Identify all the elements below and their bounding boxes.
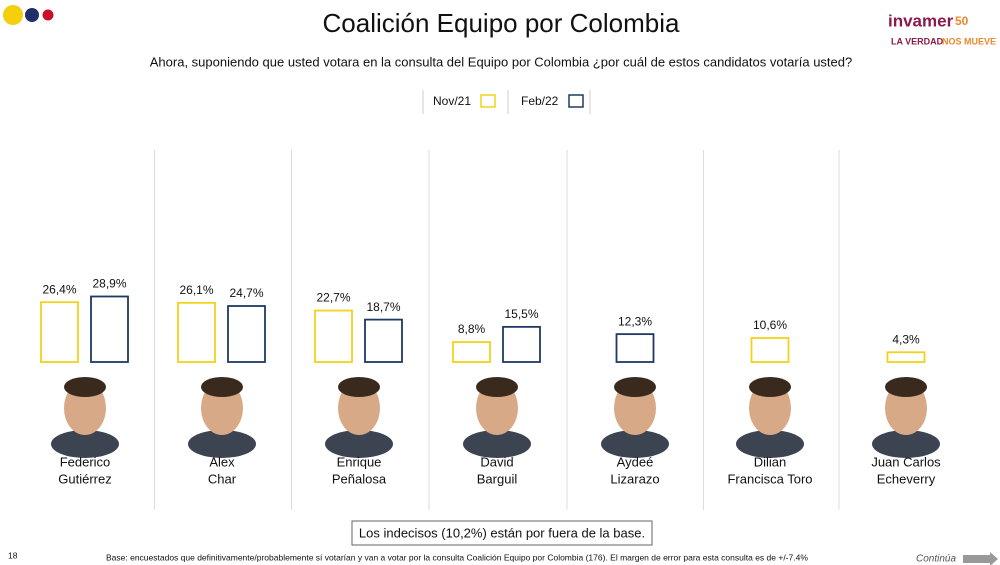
value-label: 28,9% — [92, 277, 126, 291]
photo-hair — [201, 377, 243, 397]
value-label: 26,1% — [179, 283, 213, 297]
value-label: 15,5% — [504, 307, 538, 321]
bar — [364, 318, 403, 363]
photo-hair — [64, 377, 106, 397]
bar — [615, 333, 655, 363]
value-label: 24,7% — [229, 286, 263, 300]
category-label: Barguil — [477, 471, 518, 486]
category-label: Echeverry — [877, 471, 936, 486]
category-label: Juan Carlos — [871, 454, 941, 469]
value-label: 12,3% — [618, 314, 652, 328]
chart-title: Coalición Equipo por Colombia — [323, 8, 681, 38]
photo-hair — [749, 377, 791, 397]
value-label: 10,6% — [753, 318, 787, 332]
legend-label: Nov/21 — [433, 94, 471, 108]
category-label: Gutiérrez — [58, 471, 111, 486]
footer: Base: encuestados que definitivamente/pr… — [106, 552, 808, 562]
legend-swatch — [568, 94, 584, 108]
category-label: Aydeé — [617, 454, 654, 469]
photo-hair — [885, 377, 927, 397]
note-box — [351, 520, 653, 546]
logo-years: 50 — [955, 14, 969, 28]
category-label: Dilian — [754, 454, 787, 469]
page-number: 18 — [8, 550, 18, 560]
logo-dot — [3, 5, 23, 25]
continue: Continúa — [916, 554, 956, 565]
value-label: 18,7% — [366, 300, 400, 314]
photo-hair — [338, 377, 380, 397]
photo-body — [463, 430, 531, 458]
bar — [452, 341, 491, 363]
bar — [886, 351, 926, 363]
photo-body — [325, 430, 393, 458]
bar — [750, 337, 790, 363]
category-label: Peñalosa — [332, 471, 387, 486]
value-label: 26,4% — [42, 282, 76, 296]
note: Los indecisos (10,2%) están por fuera de… — [359, 525, 645, 540]
bar — [40, 301, 79, 363]
logo-dot — [42, 9, 54, 21]
bar — [227, 305, 266, 363]
photo-hair — [614, 377, 656, 397]
subtitle: Ahora, suponiendo que usted votara en la… — [150, 54, 852, 69]
photo-hair — [476, 377, 518, 397]
category-label: Federico — [60, 454, 111, 469]
category-label: Alex — [209, 454, 235, 469]
bar — [177, 301, 216, 363]
category-label: Char — [208, 471, 237, 486]
value-label: 22,7% — [316, 291, 350, 305]
photo-body — [601, 430, 669, 458]
bar — [502, 325, 541, 363]
photo-body — [872, 430, 940, 458]
bar — [314, 309, 353, 363]
legend-swatch — [480, 94, 496, 108]
category-label: Francisca Toro — [727, 471, 812, 486]
photo-body — [51, 430, 119, 458]
value-label: 4,3% — [892, 332, 920, 346]
value-label: 8,8% — [458, 322, 486, 336]
logo-dot — [25, 8, 39, 22]
continue-arrow — [963, 552, 998, 565]
logo-name: invamer — [888, 11, 954, 30]
logo-slogan: NOS MUEVE — [942, 36, 996, 46]
category-label: Lizarazo — [610, 471, 659, 486]
bar — [90, 295, 129, 363]
photo-body — [736, 430, 804, 458]
logo-slogan: LA VERDAD — [891, 36, 944, 46]
photo-body — [188, 430, 256, 458]
category-label: David — [480, 454, 513, 469]
category-label: Enrique — [337, 454, 382, 469]
legend-label: Feb/22 — [521, 94, 559, 108]
